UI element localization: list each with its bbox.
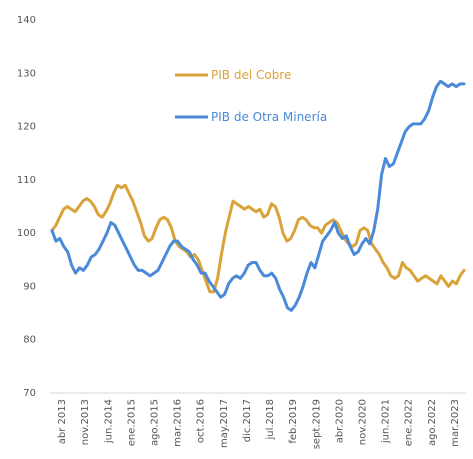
x-tick-label: feb.2019 (288, 399, 299, 444)
legend-item-otra-mineria: PIB de Otra Minería (175, 110, 327, 124)
x-axis-ticks: abr 2013 nov.2013 jun.2014 ene.2015 ago.2015… (57, 399, 461, 449)
series-line-otra-mineria (50, 79, 466, 312)
y-tick-label: 110 (17, 175, 36, 186)
x-tick-label: nov.2013 (80, 399, 91, 445)
series-line-cobre (50, 183, 466, 294)
x-tick-label: ene.2022 (404, 399, 415, 446)
y-tick-label: 70 (23, 388, 36, 399)
y-axis-ticks: 70 80 90 100 110 120 130 140 (17, 15, 36, 399)
y-tick-label: 80 (23, 335, 36, 346)
x-tick-label: jun.2014 (103, 399, 114, 444)
x-tick-label: mar.2023 (450, 399, 461, 447)
legend-item-cobre: PIB del Cobre (175, 68, 291, 82)
y-tick-label: 140 (17, 15, 36, 26)
y-tick-label: 120 (17, 122, 36, 133)
legend: PIB del Cobre PIB de Otra Minería (175, 68, 327, 124)
x-tick-label: may.2017 (219, 399, 230, 448)
x-tick-label: abr.2020 (334, 399, 345, 443)
x-tick-label: abr 2013 (57, 399, 68, 444)
x-tick-label: sept.2019 (311, 399, 322, 449)
x-tick-label: mar.2016 (173, 399, 184, 447)
y-tick-label: 130 (17, 68, 36, 79)
legend-label-otra-mineria: PIB de Otra Minería (211, 110, 327, 124)
y-tick-label: 90 (23, 281, 36, 292)
series-lines (50, 79, 466, 312)
x-tick-label: ago.2022 (427, 399, 438, 446)
x-tick-label: jul.2018 (265, 399, 276, 441)
x-tick-label: oct.2016 (196, 399, 207, 443)
x-tick-label: nov.2020 (358, 399, 369, 445)
x-tick-label: ene.2015 (126, 399, 137, 446)
x-tick-label: ago.2015 (150, 399, 161, 446)
x-tick-label: dic.2017 (242, 399, 253, 442)
legend-label-cobre: PIB del Cobre (211, 68, 291, 82)
y-tick-label: 100 (17, 228, 36, 239)
x-tick-label: jun.2021 (381, 399, 392, 444)
